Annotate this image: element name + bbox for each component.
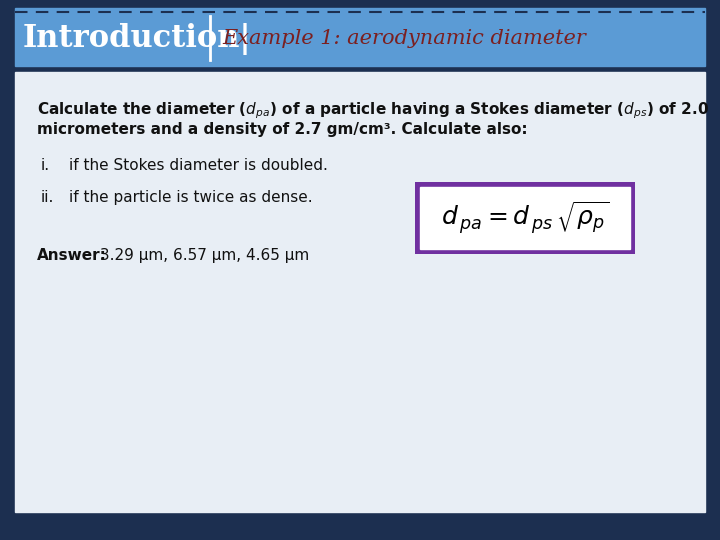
Text: $d_{\,pa} = d_{\,ps}\,\sqrt{\rho_p}$: $d_{\,pa} = d_{\,ps}\,\sqrt{\rho_p}$: [441, 200, 609, 237]
Bar: [15, 72, 705, 512]
Bar: [420, 187, 630, 249]
Text: 3.29 μm, 6.57 μm, 4.65 μm: 3.29 μm, 6.57 μm, 4.65 μm: [95, 248, 310, 263]
Text: micrometers and a density of 2.7 gm/cm³. Calculate also:: micrometers and a density of 2.7 gm/cm³.…: [37, 122, 528, 137]
Text: Calculate the diameter ($d_{pa}$) of a particle having a Stokes diameter ($d_{ps: Calculate the diameter ($d_{pa}$) of a p…: [37, 100, 709, 120]
Text: i.: i.: [41, 158, 50, 173]
Bar: [15, 8, 705, 66]
Text: Example 1: aerodynamic diameter: Example 1: aerodynamic diameter: [222, 30, 586, 49]
Bar: [415, 182, 635, 254]
Text: Introduction|: Introduction|: [23, 23, 251, 55]
Text: Answer:: Answer:: [37, 248, 107, 263]
Text: if the particle is twice as dense.: if the particle is twice as dense.: [69, 190, 312, 205]
Text: ii.: ii.: [41, 190, 55, 205]
Text: if the Stokes diameter is doubled.: if the Stokes diameter is doubled.: [69, 158, 328, 173]
